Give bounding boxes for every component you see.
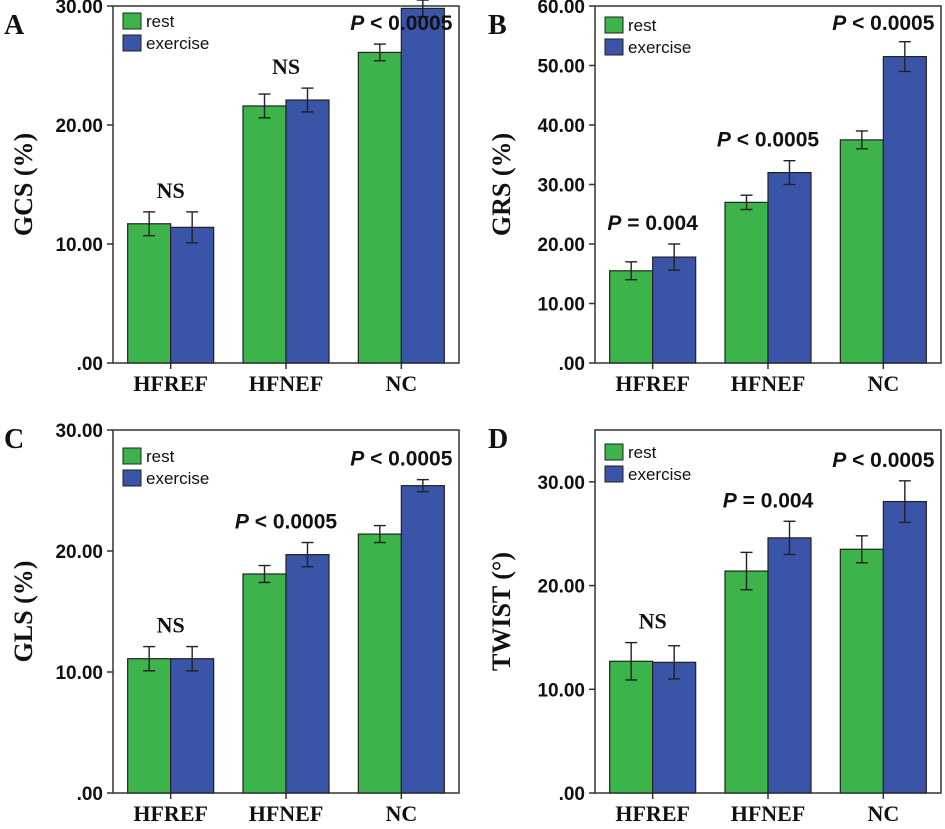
significance-label: NS [639, 609, 667, 634]
legend-swatch-exercise [604, 38, 624, 56]
y-tick-label: 20.00 [537, 235, 585, 256]
y-tick-label: .00 [77, 784, 103, 805]
significance-label: P = 0.004 [607, 212, 698, 235]
significance-label: NS [272, 54, 300, 79]
panel-A: A GCS (%) .00 10.00 20.00 30.00 HFREF NS HFNEF NS… [4, 0, 460, 396]
bar-rest [839, 139, 884, 364]
y-tick-label: 40.00 [537, 116, 585, 137]
bar-exercise [400, 485, 445, 794]
y-tick-label: .00 [559, 784, 585, 805]
y-tick-label: 30.00 [537, 176, 585, 197]
y-tick-label: 30.00 [55, 0, 103, 18]
x-tick-label: HFREF [133, 801, 208, 826]
panel-letter: C [4, 424, 24, 455]
panel-letter: A [4, 10, 25, 41]
bar-rest [127, 223, 172, 364]
y-tick-label: 50.00 [537, 57, 585, 78]
significance-label: P < 0.0005 [717, 129, 819, 152]
bar-exercise [285, 554, 330, 794]
legend-label: rest [146, 12, 175, 31]
panel-letter: B [488, 10, 507, 41]
x-tick-label: HFNEF [249, 801, 324, 826]
significance-label: P < 0.0005 [235, 511, 337, 534]
significance-label: P = 0.004 [723, 489, 814, 512]
bar-exercise [400, 7, 445, 364]
x-tick-label: HFNEF [731, 801, 806, 826]
significance-label: P < 0.0005 [832, 449, 934, 472]
legend-label: exercise [628, 38, 691, 57]
bar-exercise [652, 661, 697, 794]
legend-swatch-exercise [122, 469, 142, 487]
y-axis-label: GLS (%) [9, 561, 38, 663]
x-tick-label: NC [867, 801, 899, 826]
legend-swatch-rest [604, 443, 624, 461]
legend-swatch-exercise [122, 34, 142, 52]
bar-rest [724, 201, 769, 364]
x-tick-label: HFREF [615, 801, 690, 826]
bar-rest [242, 105, 287, 364]
x-tick-label: NC [385, 371, 417, 396]
significance-label: NS [157, 178, 185, 203]
y-tick-label: 20.00 [537, 577, 585, 598]
legend-swatch-rest [604, 16, 624, 34]
bar-rest [609, 270, 654, 364]
y-tick-label: 30.00 [537, 473, 585, 494]
significance-label: NS [157, 613, 185, 638]
bar-exercise [170, 658, 215, 794]
y-tick-label: .00 [559, 354, 585, 375]
bar-exercise [882, 500, 927, 794]
legend-label: exercise [628, 465, 691, 484]
y-tick-label: 10.00 [55, 235, 103, 256]
bar-exercise [882, 55, 927, 364]
y-axis-label: GCS (%) [9, 133, 38, 236]
legend-label: rest [628, 16, 657, 35]
y-tick-label: 10.00 [537, 680, 585, 701]
x-tick-label: HFREF [133, 371, 208, 396]
bar-rest [724, 570, 769, 794]
y-tick-label: .00 [77, 354, 103, 375]
bar-rest [357, 51, 402, 364]
legend-swatch-exercise [604, 465, 624, 483]
legend-swatch-rest [122, 12, 142, 30]
y-tick-label: 10.00 [537, 295, 585, 316]
significance-label: P < 0.0005 [350, 12, 452, 35]
legend-label: exercise [146, 469, 209, 488]
legend-label: rest [146, 447, 175, 466]
y-axis-label: TWIST (°) [487, 552, 516, 671]
bar-rest [127, 658, 172, 794]
bar-exercise [767, 537, 812, 794]
y-tick-label: 20.00 [55, 542, 103, 563]
y-tick-label: 20.00 [55, 116, 103, 137]
x-tick-label: NC [385, 801, 417, 826]
panel-D: D TWIST (°) .00 10.00 20.00 30.00 HFREF NS HFNEF… [487, 424, 942, 826]
legend-label: rest [628, 443, 657, 462]
significance-label: P < 0.0005 [350, 448, 452, 471]
legend-label: exercise [146, 34, 209, 53]
significance-label: P < 0.0005 [832, 12, 934, 35]
y-tick-label: 30.00 [55, 421, 103, 442]
panel-letter: D [488, 424, 508, 455]
bar-exercise [170, 226, 215, 364]
bar-rest [609, 660, 654, 794]
bar-rest [839, 548, 884, 794]
y-tick-label: 10.00 [55, 663, 103, 684]
x-tick-label: NC [867, 371, 899, 396]
panel-C: C GLS (%) .00 10.00 20.00 30.00 HFREF NS HFNEF P … [4, 421, 460, 826]
x-tick-label: HFNEF [249, 371, 324, 396]
x-tick-label: HFREF [615, 371, 690, 396]
y-tick-label: 60.00 [537, 0, 585, 18]
panel-B: B GRS (%) .00 10.00 20.00 30.00 40.00 50.00 60.0… [487, 0, 942, 396]
bar-rest [242, 573, 287, 794]
bar-exercise [767, 172, 812, 364]
bar-exercise [652, 256, 697, 364]
bar-exercise [285, 99, 330, 364]
y-axis-label: GRS (%) [487, 133, 516, 236]
legend-swatch-rest [122, 447, 142, 465]
x-tick-label: HFNEF [731, 371, 806, 396]
bar-rest [357, 533, 402, 794]
